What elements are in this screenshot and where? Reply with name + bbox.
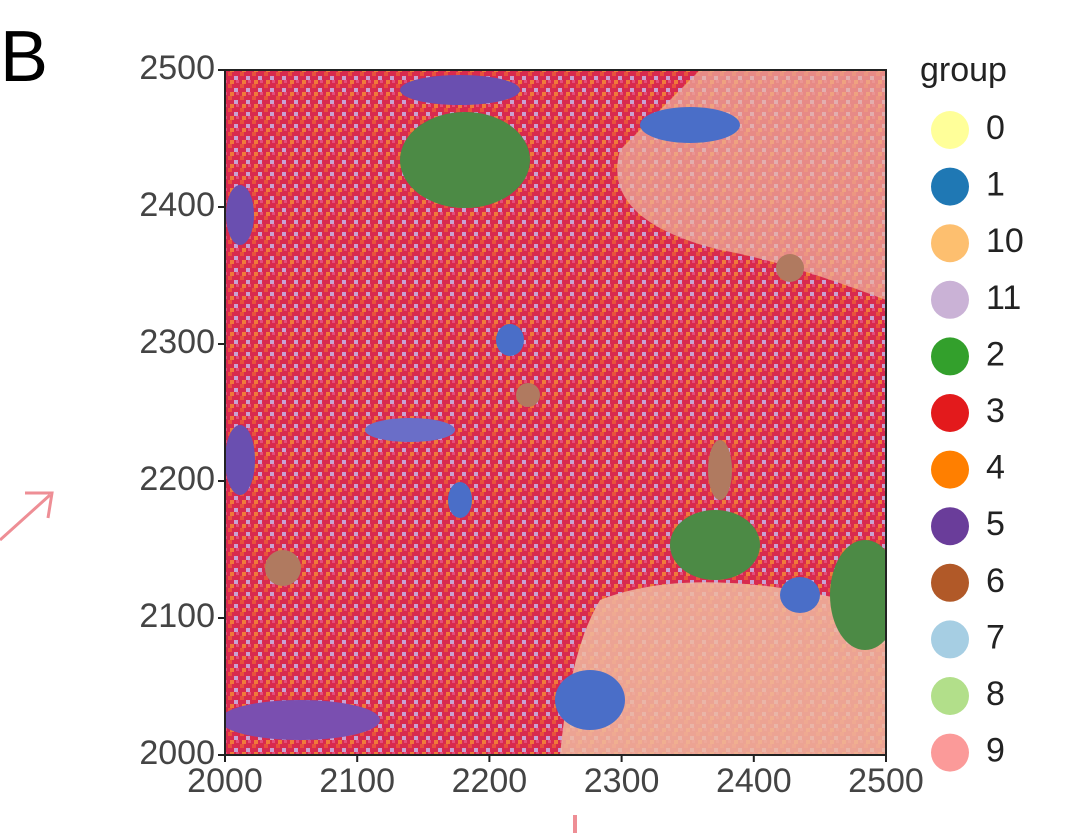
y-tick-label: 2200	[139, 460, 215, 498]
x-tick-label: 2400	[716, 762, 792, 800]
legend-label: 4	[986, 449, 1005, 487]
legend-swatch	[931, 620, 969, 659]
arrow-decoration	[0, 491, 54, 542]
y-tick-label: 2000	[139, 734, 215, 772]
legend-swatch	[931, 563, 969, 602]
x-tick-label: 2200	[452, 762, 528, 800]
panel-label: B	[0, 17, 48, 97]
legend-label: 11	[986, 279, 1021, 317]
legend-label: 1	[986, 166, 1005, 204]
legend-label: 10	[986, 222, 1024, 260]
spot-texture	[225, 70, 886, 755]
y-tick-label: 2300	[139, 323, 215, 361]
x-tick-label: 2100	[319, 762, 395, 800]
legend-label: 2	[986, 335, 1005, 373]
legend-swatch	[931, 677, 969, 715]
y-tick-label: 2500	[139, 49, 215, 87]
legend-label: 0	[986, 109, 1005, 147]
legend-label: 5	[986, 505, 1005, 543]
legend-swatch	[931, 167, 969, 206]
y-tick-label: 2100	[139, 597, 215, 635]
legend-swatch	[931, 111, 969, 149]
x-tick-label: 2000	[187, 762, 263, 800]
legend-swatch	[931, 394, 969, 432]
legend-label: 6	[986, 562, 1005, 600]
x-tick-label: 2500	[848, 762, 924, 800]
legend-swatch	[931, 224, 969, 263]
legend-label: 7	[986, 618, 1005, 656]
legend-swatch	[931, 337, 969, 376]
legend-swatch	[931, 280, 969, 319]
legend-label: 8	[986, 675, 1005, 713]
legend-label: 9	[986, 732, 1005, 770]
legend-swatch	[931, 733, 969, 772]
x-tick-label: 2300	[584, 762, 660, 800]
legend-label: 3	[986, 392, 1005, 430]
y-tick-label: 2400	[139, 186, 215, 224]
legend-swatch	[931, 450, 969, 489]
legend-swatch	[931, 507, 969, 546]
legend-title: group	[920, 51, 1007, 89]
plot-frame	[224, 69, 887, 756]
